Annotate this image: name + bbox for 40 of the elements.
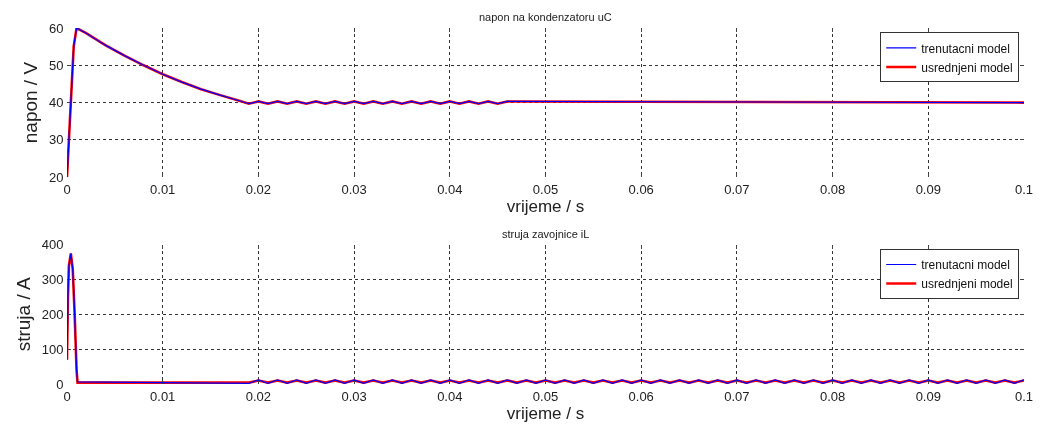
x-tick-label: 0.08 [819,181,846,197]
x-tick-label: 0.02 [245,388,272,404]
x-tick-label: 0.04 [437,388,463,404]
x-tick-label: 0.09 [915,388,941,404]
x-axis-title: vrijeme / s [506,196,585,216]
x-tick-label: 0.07 [724,388,750,404]
y-axis-title: napon / V [19,61,41,144]
x-tick-label: 0.1 [1014,388,1034,404]
x-tick-label: 0.1 [1014,181,1034,197]
y-tick-label: 40 [48,95,64,111]
x-tick-label: 0.08 [819,388,846,404]
y-tick-label: 0 [56,376,64,392]
legend-label: trenutacni model [921,41,1010,56]
y-tick-label: 30 [48,132,64,148]
x-tick-label: 0.01 [150,388,176,404]
y-tick-label: 100 [41,341,64,357]
y-tick-label: 300 [41,272,64,288]
x-tick-label: 0.05 [532,181,559,197]
y-axis-title: struja / A [12,277,34,352]
x-tick-label: 0.09 [915,181,941,197]
y-tick-label: 50 [48,57,64,73]
y-tick-label: 20 [48,169,64,185]
x-axis-title: vrijeme / s [506,403,585,423]
x-tick-label: 0.07 [724,181,750,197]
y-tick-label: 400 [41,237,64,253]
x-tick-label: 0.03 [341,388,367,404]
legend-label: usrednjeni model [921,60,1013,75]
y-tick-label: 60 [48,20,64,36]
legend-label: usrednjeni model [921,277,1013,292]
y-tick-label: 200 [41,306,64,322]
x-tick-label: 0.06 [628,181,654,197]
x-tick-label: 0.03 [341,181,367,197]
x-tick-label: 0.01 [150,181,176,197]
x-tick-label: 0.06 [628,388,654,404]
x-tick-label: 0.05 [532,388,559,404]
x-tick-label: 0.02 [245,181,272,197]
x-tick-label: 0.04 [437,181,463,197]
legend-label: trenutacni model [921,258,1010,273]
chart-title: napon na kondenzatoru uC [479,11,612,23]
chart-title: struja zavojnice iL [502,228,590,240]
